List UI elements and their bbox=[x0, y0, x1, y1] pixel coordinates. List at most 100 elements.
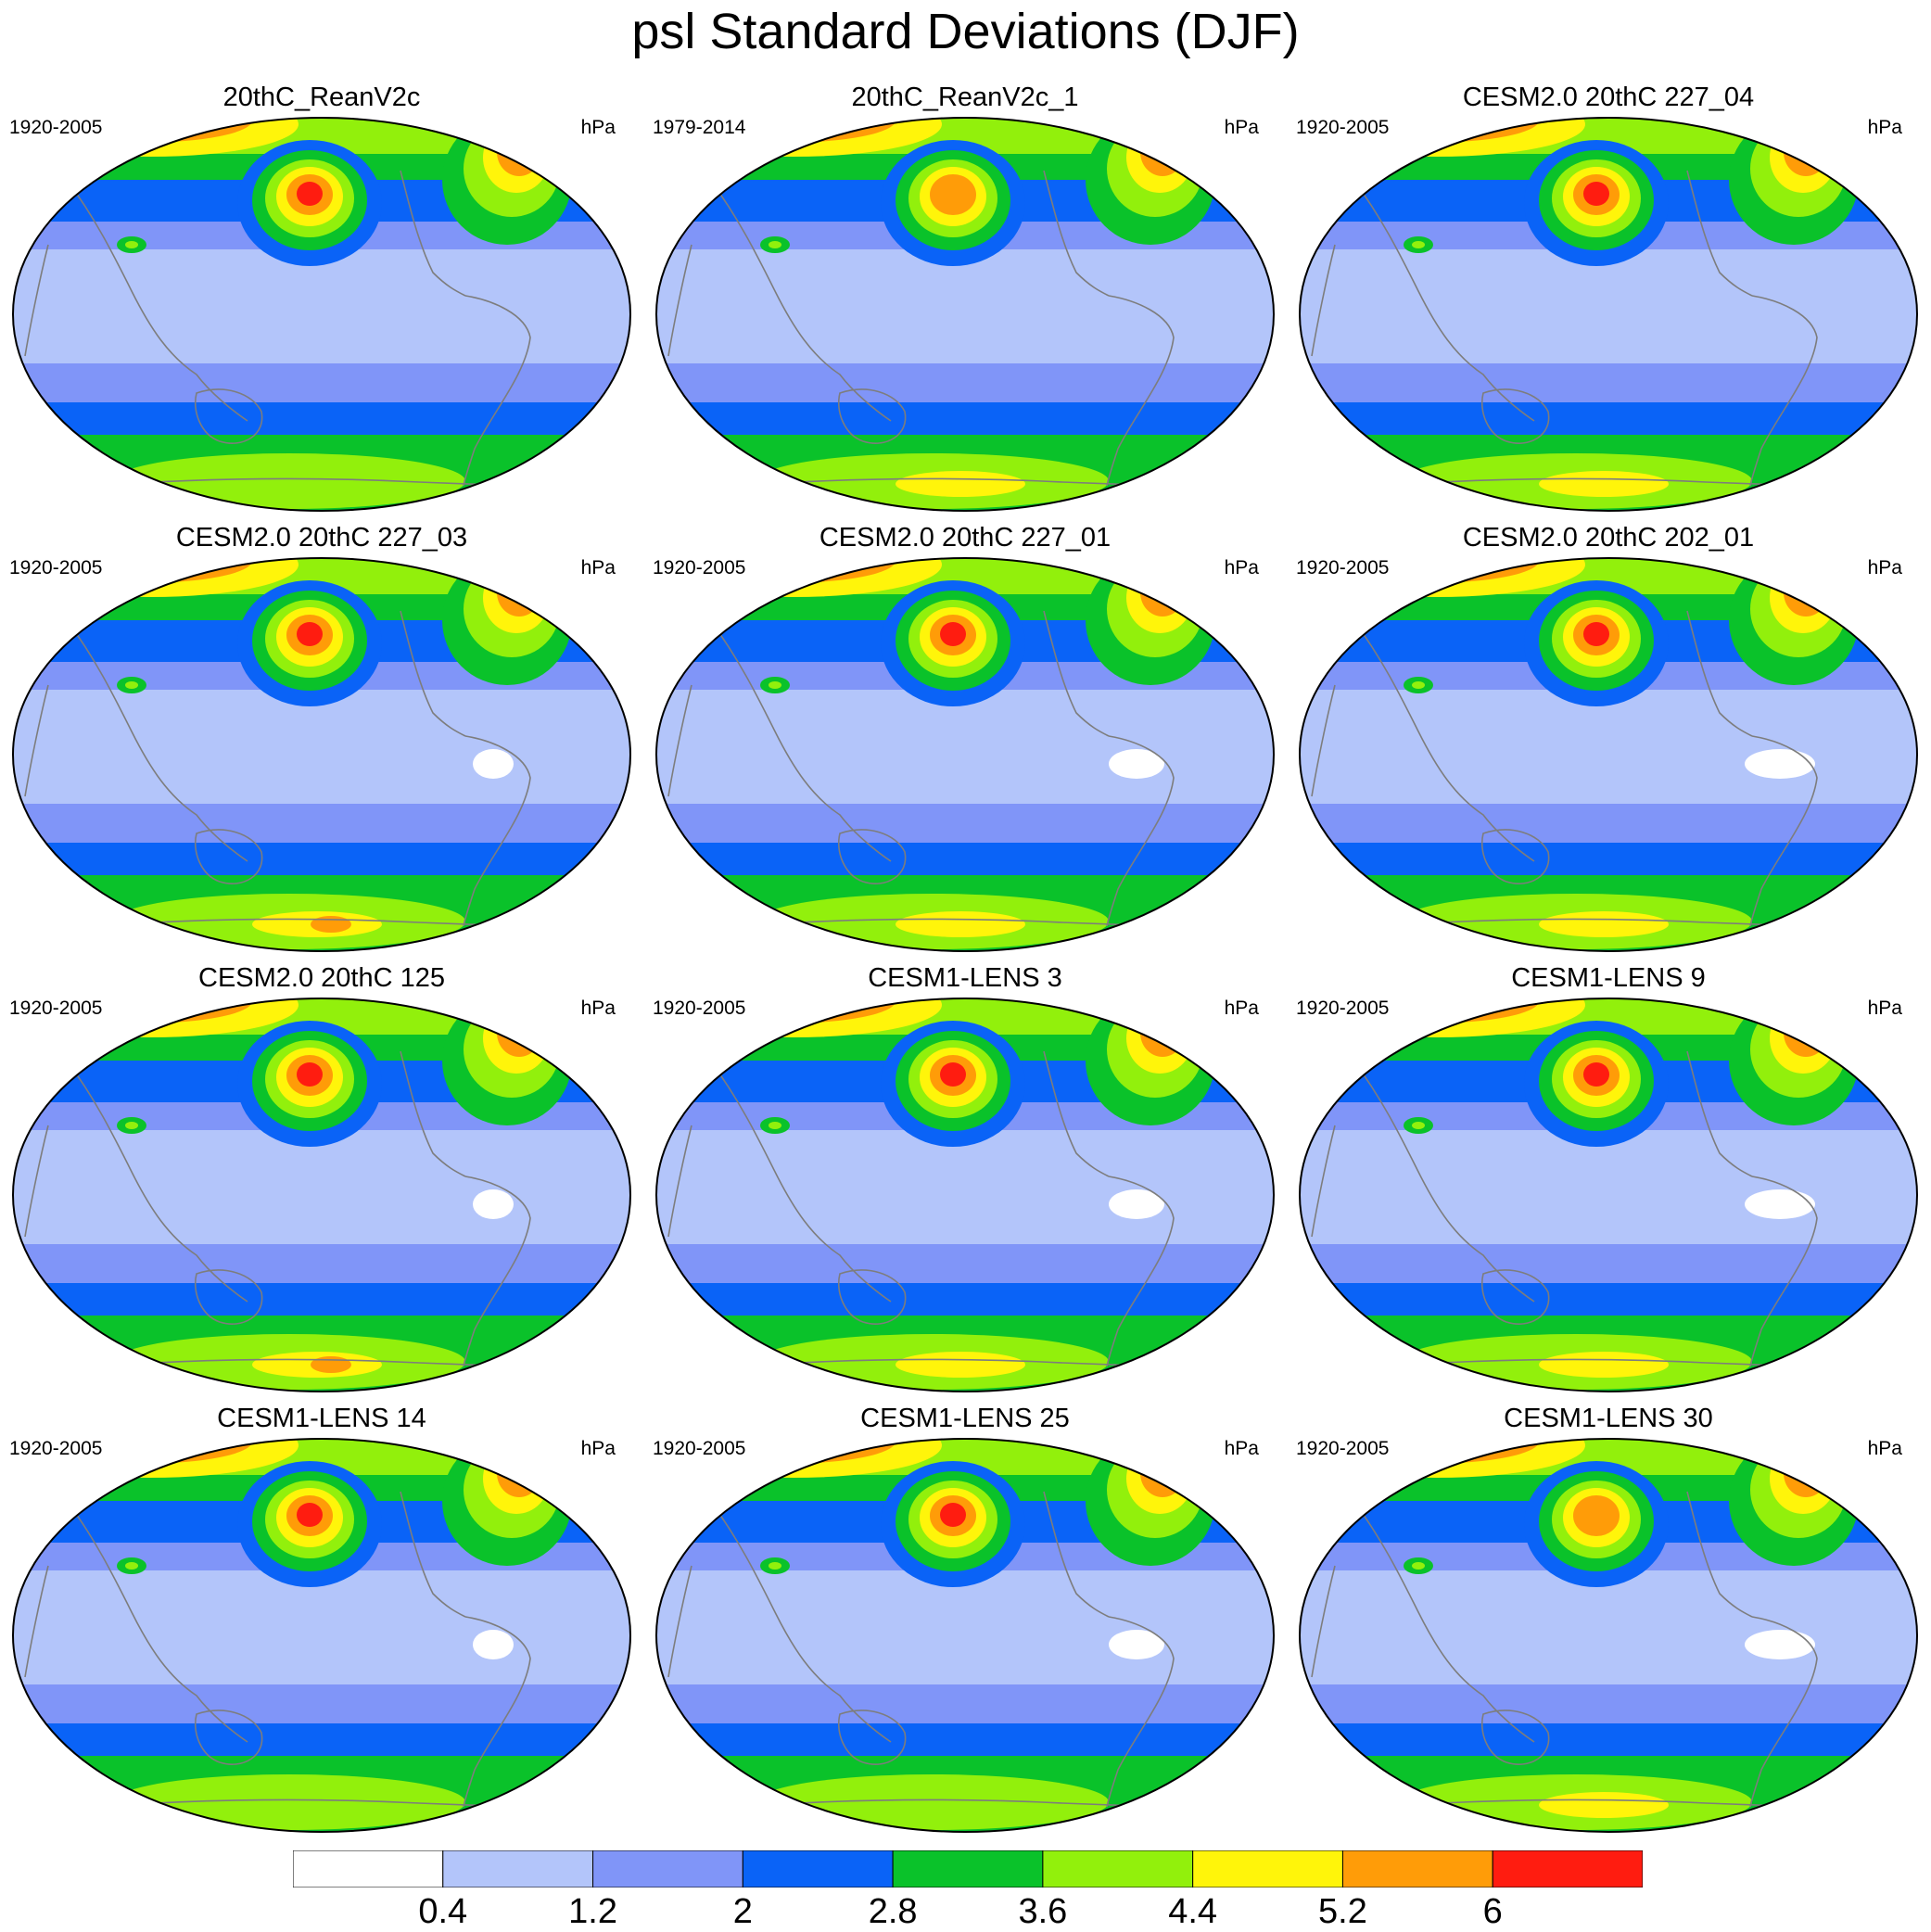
colorbar-swatch bbox=[892, 1849, 1044, 1888]
field-band-south-2 bbox=[656, 402, 1274, 439]
panel-period: 1920-2005 bbox=[9, 998, 103, 1019]
colorbar-swatch bbox=[742, 1849, 894, 1888]
field-natl-6 bbox=[1126, 122, 1193, 193]
panel-title: CESM1-LENS 3 bbox=[868, 963, 1062, 993]
field-natl-6 bbox=[1770, 563, 1836, 633]
map-outline bbox=[1299, 1438, 1918, 1833]
field-antarctic-peak bbox=[896, 1352, 1025, 1378]
coastline-south-america bbox=[463, 1616, 531, 1808]
field-amazon-min bbox=[473, 1189, 514, 1219]
coastline-asia bbox=[66, 1060, 248, 1303]
field-natl-8 bbox=[1152, 1014, 1176, 1044]
coastline-asia bbox=[709, 1060, 892, 1303]
panel-title: CESM1-LENS 14 bbox=[217, 1404, 426, 1433]
map-8 bbox=[655, 998, 1275, 1392]
coastline-australia bbox=[195, 1710, 263, 1765]
map-outline bbox=[12, 998, 631, 1392]
coastline-australia bbox=[1481, 1269, 1550, 1325]
coastline-north-america bbox=[400, 1491, 466, 1618]
field-natl-8 bbox=[1152, 1455, 1176, 1484]
field-npac-8 bbox=[297, 1503, 323, 1527]
panel-title: CESM1-LENS 30 bbox=[1504, 1404, 1713, 1433]
field-natl-6 bbox=[483, 1003, 550, 1074]
map-panel: CESM1-LENS 3 1920-2005 hPa bbox=[643, 962, 1287, 1398]
coastline-north-america bbox=[1043, 170, 1110, 297]
colorbar-swatch bbox=[1341, 1849, 1493, 1888]
field-band-south-2 bbox=[13, 402, 630, 439]
panel-title: CESM1-LENS 9 bbox=[1511, 963, 1706, 993]
field-band-south-2 bbox=[13, 1283, 630, 1320]
coastline-south-america bbox=[1106, 295, 1175, 487]
field-band-south-2 bbox=[13, 843, 630, 880]
field-npac-7 bbox=[1573, 1495, 1620, 1536]
field-natl-6 bbox=[1126, 563, 1193, 633]
field-npac-8 bbox=[297, 622, 323, 646]
field-antarctic-peak bbox=[1539, 1352, 1669, 1378]
panel-period: 1920-2005 bbox=[9, 1438, 103, 1459]
field-antarctic-peak bbox=[1539, 911, 1669, 937]
field-natl-6 bbox=[1770, 122, 1836, 193]
coastline-australia bbox=[838, 1710, 907, 1765]
coastline-south-america bbox=[463, 735, 531, 927]
field-band-south-2 bbox=[13, 1723, 630, 1760]
map-panel: CESM2.0 20thC 125 1920-2005 hPa bbox=[0, 962, 643, 1398]
coastline-north-america bbox=[1686, 1491, 1753, 1618]
coastline-asia bbox=[1353, 179, 1535, 422]
field-npac-8 bbox=[297, 182, 323, 206]
coastline-asia bbox=[709, 1500, 892, 1743]
field-antarctic-peak-2 bbox=[311, 1356, 351, 1373]
coastline-asia bbox=[1353, 1500, 1535, 1743]
field-natl-7 bbox=[497, 128, 541, 176]
panel-units: hPa bbox=[1867, 998, 1902, 1019]
field-natl-8 bbox=[1152, 133, 1176, 163]
panel-units: hPa bbox=[1224, 557, 1259, 578]
field-band-south-2 bbox=[656, 843, 1274, 880]
figure-title: psl Standard Deviations (DJF) bbox=[631, 4, 1300, 59]
panel-title: 20thC_ReanV2c_1 bbox=[851, 83, 1079, 112]
field-npac-8 bbox=[940, 622, 966, 646]
map-outline bbox=[1299, 557, 1918, 952]
panel-period: 1979-2014 bbox=[653, 117, 746, 138]
coastline-africa-east bbox=[667, 1125, 692, 1238]
map-2 bbox=[655, 117, 1275, 512]
field-natl-6 bbox=[1770, 1003, 1836, 1074]
field-amazon-min bbox=[1745, 1189, 1815, 1219]
field-antarctic-peak bbox=[896, 471, 1025, 497]
coastline-australia bbox=[195, 388, 263, 444]
field-tibet-core bbox=[1412, 1122, 1425, 1129]
map-12 bbox=[1299, 1438, 1918, 1833]
field-natl-7 bbox=[1140, 128, 1185, 176]
map-panel: CESM1-LENS 30 1920-2005 hPa bbox=[1287, 1403, 1930, 1838]
field-band-south-2 bbox=[1300, 402, 1917, 439]
coastline-australia bbox=[838, 1269, 907, 1325]
field-natl-7 bbox=[1140, 1449, 1185, 1497]
colorbar-swatch bbox=[1042, 1849, 1194, 1888]
map-4 bbox=[12, 557, 631, 952]
field-amazon-min bbox=[473, 749, 514, 779]
coastline-africa-east bbox=[1311, 244, 1336, 357]
map-11 bbox=[655, 1438, 1275, 1833]
coastline-asia bbox=[66, 619, 248, 862]
coastline-africa-east bbox=[1311, 1565, 1336, 1678]
field-amazon-min bbox=[473, 1630, 514, 1659]
coastline-north-america bbox=[400, 1050, 466, 1177]
panel-title: CESM2.0 20thC 227_03 bbox=[175, 523, 468, 553]
coastline-africa-east bbox=[667, 1565, 692, 1678]
field-tibet-core bbox=[125, 681, 138, 689]
field-npac-8 bbox=[940, 1503, 966, 1527]
map-panel: 20thC_ReanV2c 1920-2005 hPa bbox=[0, 82, 643, 517]
colorbar-swatch bbox=[292, 1849, 444, 1888]
map-9 bbox=[1299, 998, 1918, 1392]
coastline-north-america bbox=[1043, 1491, 1110, 1618]
colorbar-swatch bbox=[592, 1849, 743, 1888]
map-panel: CESM2.0 20thC 227_04 1920-2005 hPa bbox=[1287, 82, 1930, 517]
field-natl-7 bbox=[1784, 1449, 1828, 1497]
coastline-south-america bbox=[1749, 295, 1818, 487]
map-panel: CESM2.0 20thC 227_01 1920-2005 hPa bbox=[643, 522, 1287, 958]
map-6 bbox=[1299, 557, 1918, 952]
colorbar-label: 6 bbox=[1482, 1892, 1503, 1931]
panel-title: CESM2.0 20thC 202_01 bbox=[1462, 523, 1755, 553]
coastline-south-america bbox=[1106, 1616, 1175, 1808]
coastline-south-america bbox=[463, 1176, 531, 1367]
coastline-north-america bbox=[1043, 1050, 1110, 1177]
